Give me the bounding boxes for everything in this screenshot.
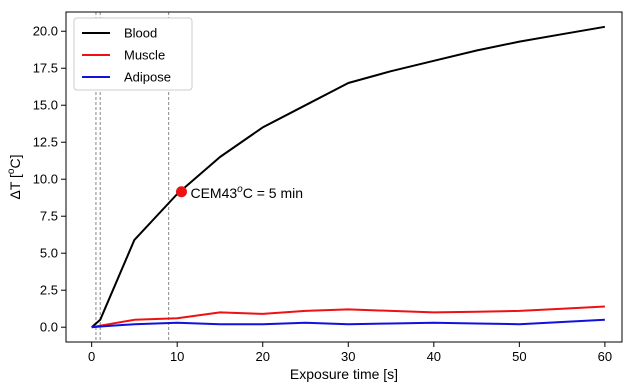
y-tick-label-4: 10.0 — [33, 172, 58, 187]
y-tick-label-0: 0.0 — [40, 320, 58, 335]
y-tick-label-1: 2.5 — [40, 283, 58, 298]
x-tick-label-5: 50 — [512, 349, 526, 364]
x-tick-label-1: 10 — [170, 349, 184, 364]
legend-label-muscle: Muscle — [124, 48, 165, 63]
annotation-point — [175, 186, 187, 198]
annotation: CEM43oC = 5 min — [175, 184, 303, 201]
y-tick-label-6: 15.0 — [33, 98, 58, 113]
y-axis-label: ΔT [oC] — [6, 155, 23, 200]
x-tick-label-2: 20 — [256, 349, 270, 364]
series-line-blood — [91, 25, 606, 328]
x-axis-label: Exposure time [s] — [290, 366, 398, 382]
y-tick-label-2: 5.0 — [40, 246, 58, 261]
y-tick-label-3: 7.5 — [40, 209, 58, 224]
y-tick-label-8: 20.0 — [33, 24, 58, 39]
x-axis-ticks: 0 10 20 30 40 50 60 — [88, 342, 612, 364]
series-line-adipose — [91, 318, 605, 329]
legend-label-adipose: Adipose — [124, 70, 171, 85]
series-line-muscle — [91, 305, 605, 329]
legend-label-blood: Blood — [124, 26, 157, 41]
y-axis-ticks: 0.0 2.5 5.0 7.5 10.0 12.5 15.0 17.5 20.0 — [33, 24, 66, 335]
y-tick-label-7: 17.5 — [33, 61, 58, 76]
annotation-label: CEM43oC = 5 min — [190, 184, 303, 201]
x-tick-label-3: 30 — [341, 349, 355, 364]
plot-frame — [65, 11, 623, 343]
y-axis-label-superscript: o — [6, 168, 17, 174]
y-tick-label-5: 12.5 — [33, 135, 58, 150]
legend-box — [73, 17, 193, 91]
x-tick-label-6: 60 — [598, 349, 612, 364]
x-tick-label-4: 40 — [427, 349, 441, 364]
series-layer — [91, 25, 606, 329]
x-tick-label-0: 0 — [88, 349, 95, 364]
legend: Blood Muscle Adipose — [73, 17, 193, 91]
